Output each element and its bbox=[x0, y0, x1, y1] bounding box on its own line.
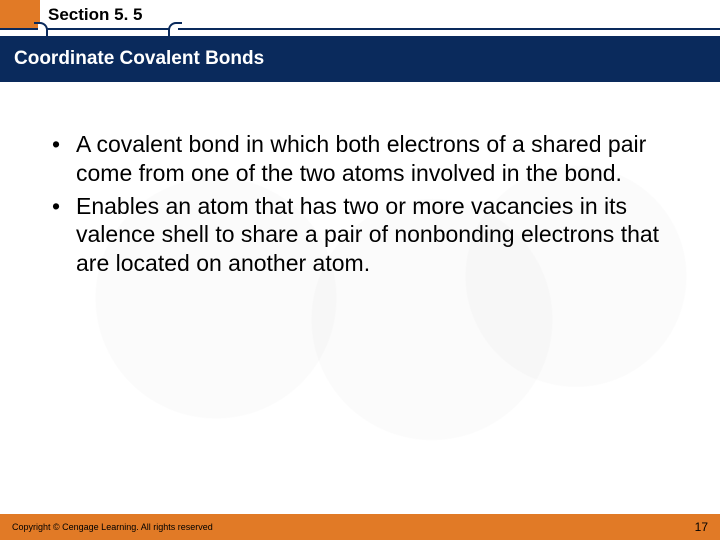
section-label: Section 5. 5 bbox=[48, 5, 142, 25]
title-band: Coordinate Covalent Bonds bbox=[0, 36, 720, 82]
rule-notch-left bbox=[34, 22, 48, 36]
copyright-text: Copyright © Cengage Learning. All rights… bbox=[12, 522, 213, 532]
footer-bar: Copyright © Cengage Learning. All rights… bbox=[0, 514, 720, 540]
body: A covalent bond in which both electrons … bbox=[50, 130, 680, 282]
section-header: Section 5. 5 bbox=[0, 0, 720, 36]
list-item: A covalent bond in which both electrons … bbox=[50, 130, 680, 188]
rule-notch-right bbox=[168, 22, 182, 36]
slide: Section 5. 5 Coordinate Covalent Bonds A… bbox=[0, 0, 720, 540]
section-rule bbox=[0, 28, 720, 30]
slide-title: Coordinate Covalent Bonds bbox=[14, 48, 264, 70]
list-item: Enables an atom that has two or more vac… bbox=[50, 192, 680, 278]
page-number: 17 bbox=[695, 520, 708, 534]
bullet-list: A covalent bond in which both electrons … bbox=[50, 130, 680, 278]
